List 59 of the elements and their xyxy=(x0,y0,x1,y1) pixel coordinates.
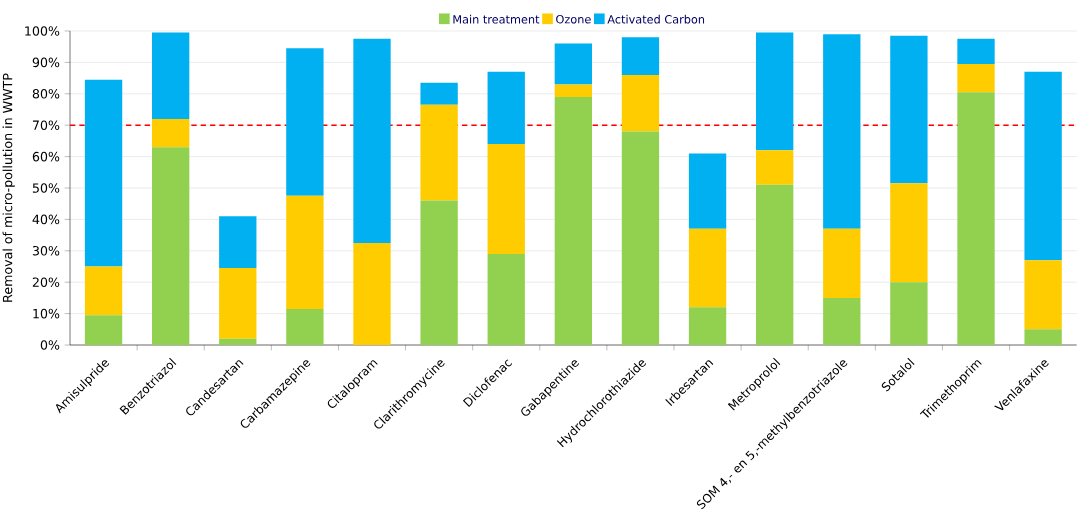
bar xyxy=(890,183,928,283)
y-tick-label: 100% xyxy=(25,26,60,36)
bar xyxy=(621,37,660,75)
bar xyxy=(353,242,391,345)
bar xyxy=(554,96,593,345)
bar xyxy=(621,74,660,132)
bar xyxy=(1024,71,1062,261)
legend-label: Activated Carbon xyxy=(607,14,705,24)
bar xyxy=(219,216,257,269)
legend-label: Main treatment xyxy=(453,14,540,24)
bar xyxy=(219,268,257,339)
y-tick-label: 90% xyxy=(32,57,60,68)
bar xyxy=(219,338,257,345)
bar xyxy=(756,150,794,185)
bar xyxy=(286,308,324,345)
bar xyxy=(621,131,660,345)
bar xyxy=(957,38,995,64)
bar xyxy=(957,92,995,345)
bar xyxy=(890,282,928,345)
bar xyxy=(420,200,458,345)
bar xyxy=(286,48,324,196)
bar xyxy=(890,35,928,184)
bar xyxy=(823,34,861,229)
bar xyxy=(353,38,391,243)
bar xyxy=(84,315,123,345)
y-tick-label: 10% xyxy=(33,308,60,319)
y-tick-label: 0% xyxy=(40,340,60,350)
bar xyxy=(286,195,324,309)
y-tick-label: 70% xyxy=(32,120,60,130)
bar xyxy=(756,184,794,345)
y-tick-label: 60% xyxy=(32,151,60,162)
y-tick-label: 20% xyxy=(32,277,60,287)
bar xyxy=(84,79,123,267)
y-tick-label: 40% xyxy=(32,214,60,225)
bar xyxy=(554,43,593,85)
y-tick-label: 50% xyxy=(32,183,60,193)
bar xyxy=(957,63,995,93)
bar xyxy=(688,228,727,308)
bar xyxy=(152,118,190,148)
bar xyxy=(487,253,525,345)
bar xyxy=(554,84,593,97)
y-tick-label: 80% xyxy=(32,89,60,99)
bar xyxy=(420,82,458,105)
bar xyxy=(756,32,794,151)
bar xyxy=(487,71,525,145)
bar xyxy=(823,228,861,298)
bar xyxy=(688,307,727,345)
bar xyxy=(1024,260,1062,330)
bar xyxy=(823,297,861,345)
legend-label: Ozone xyxy=(556,14,591,24)
bar xyxy=(487,144,525,254)
bar xyxy=(688,153,727,229)
bar xyxy=(152,147,190,345)
bar xyxy=(84,266,123,316)
bar xyxy=(152,32,190,119)
y-tick-label: 30% xyxy=(32,246,60,256)
y-axis-title: Removal of micro-pollution in WWTP xyxy=(2,73,15,302)
bar xyxy=(1024,329,1062,345)
bar xyxy=(420,104,458,201)
